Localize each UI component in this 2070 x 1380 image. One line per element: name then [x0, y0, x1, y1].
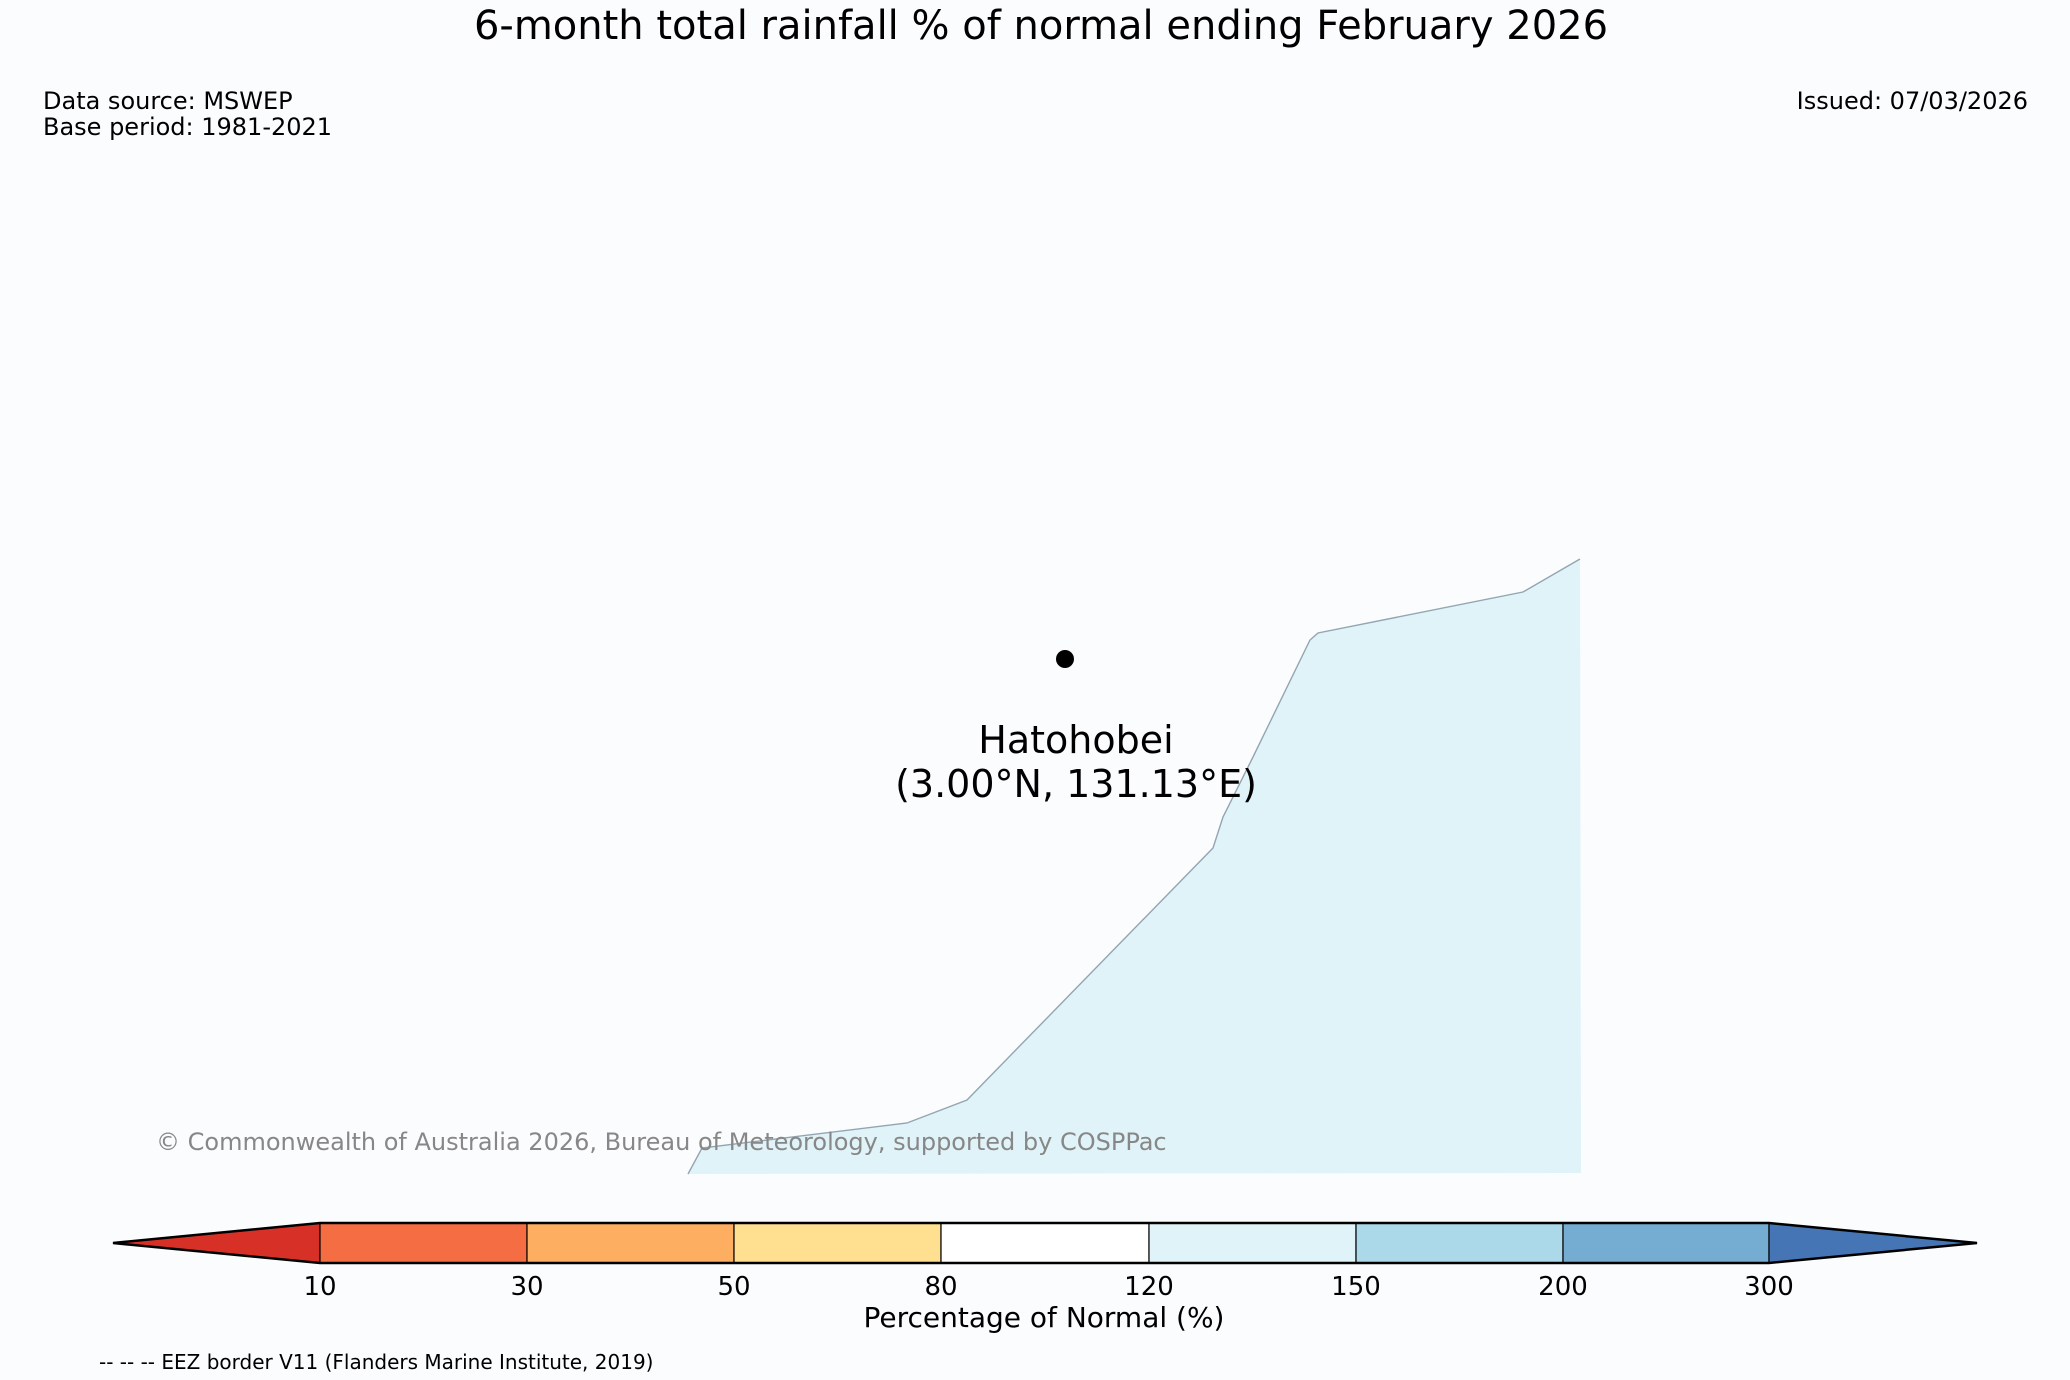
colorbar-left-arrow: [112, 1222, 321, 1264]
colorbar-tick-30: 30: [510, 1272, 544, 1302]
page-title: 6-month total rainfall % of normal endin…: [473, 3, 1609, 49]
colorbar-right-arrow: [1768, 1222, 1978, 1264]
metadata-block: Data source: MSWEP Base period: 1981-202…: [43, 88, 332, 140]
colorbar-segment-30-50: [526, 1222, 735, 1264]
station-coordinates-label: (3.00°N, 131.13°E): [895, 762, 1257, 806]
copyright-notice: © Commonwealth of Australia 2026, Bureau…: [156, 1128, 1167, 1156]
coastline: [687, 558, 1581, 1175]
colorbar-tick-150: 150: [1331, 1272, 1381, 1302]
colorbar-outline: [112, 1221, 1978, 1265]
colorbar-segment-120-150: [1148, 1222, 1357, 1264]
colorbar-segment-200-300: [1562, 1222, 1770, 1264]
base-period-label: Base period: 1981-2021: [43, 113, 333, 141]
issued-date-label: Issued: 07/03/2026: [1796, 87, 2028, 115]
colorbar-tick-120: 120: [1124, 1272, 1174, 1302]
colorbar-tick-80: 80: [924, 1272, 958, 1302]
colorbar-segment-10-30: [319, 1222, 528, 1264]
colorbar-tick-300: 300: [1744, 1272, 1794, 1302]
colorbar-segment-80-120: [940, 1222, 1150, 1264]
colorbar-segment-150-200: [1355, 1222, 1564, 1264]
data-source-label: Data source: MSWEP: [43, 87, 293, 115]
colorbar-segment-50-80: [733, 1222, 942, 1264]
colorbar-tick-10: 10: [303, 1272, 337, 1302]
map-region: [688, 559, 1581, 1174]
eez-border-footnote: -- -- -- EEZ border V11 (Flanders Marine…: [99, 1350, 654, 1374]
colorbar-tick-50: 50: [717, 1272, 751, 1302]
colorbar-tick-200: 200: [1538, 1272, 1588, 1302]
station-marker-dot: [1056, 650, 1074, 668]
station-name-label: Hatohobei: [978, 718, 1174, 762]
colorbar-axis-label: Percentage of Normal (%): [863, 1301, 1225, 1334]
